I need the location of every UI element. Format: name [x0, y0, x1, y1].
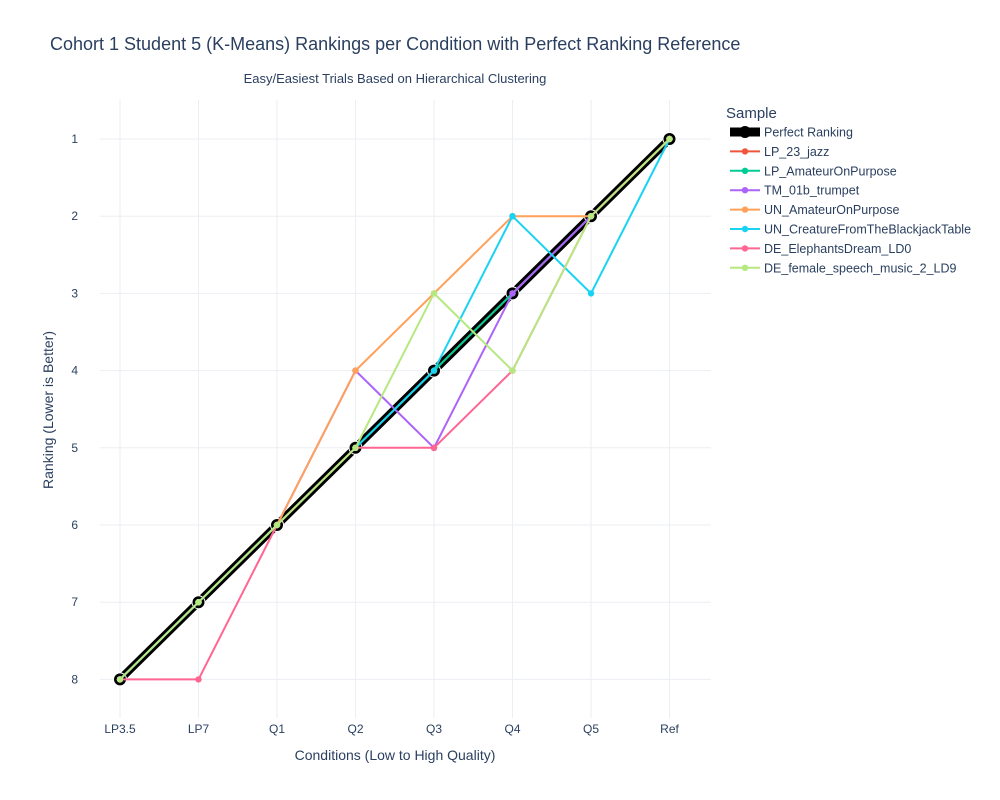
legend-item[interactable]: Perfect Ranking	[730, 126, 853, 140]
series-point[interactable]	[509, 367, 516, 374]
legend-swatch-marker	[741, 167, 749, 174]
legend-item[interactable]: UN_AmateurOnPurpose	[730, 203, 900, 217]
legend-item[interactable]: LP_AmateurOnPurpose	[730, 164, 897, 178]
legend-title: Sample	[726, 105, 777, 122]
legend-item[interactable]: DE_female_speech_music_2_LD9	[730, 261, 957, 275]
y-tick-label: 8	[71, 672, 78, 686]
series-point[interactable]	[666, 135, 673, 143]
series-point[interactable]	[587, 213, 595, 220]
series-line	[119, 138, 671, 681]
x-tick-label: LP7	[188, 722, 210, 736]
series-point[interactable]	[430, 290, 438, 297]
y-tick-label: 7	[71, 595, 78, 609]
legend-swatch-marker	[741, 225, 749, 233]
y-tick-label: 2	[71, 209, 78, 223]
legend-label: UN_CreatureFromTheBlackjackTable	[764, 223, 971, 237]
series-point[interactable]	[116, 676, 124, 683]
legend-swatch-marker	[741, 245, 749, 252]
x-tick-label: Ref	[660, 722, 679, 736]
series-point[interactable]	[509, 290, 516, 297]
series-point[interactable]	[352, 444, 359, 451]
series-point[interactable]	[352, 367, 359, 374]
legend-item[interactable]: LP_23_jazz	[730, 145, 829, 159]
legend-swatch-marker	[741, 187, 749, 194]
series-point[interactable]	[430, 367, 438, 374]
x-tick-label: LP3.5	[104, 722, 136, 736]
legend-label: LP_23_jazz	[764, 145, 829, 159]
legend-swatch-marker	[741, 148, 749, 155]
y-axis-title: Ranking (Lower is Better)	[40, 331, 56, 489]
x-tick-label: Q1	[269, 722, 285, 736]
y-tick-label: 4	[71, 364, 78, 378]
legend-label: DE_female_speech_music_2_LD9	[764, 261, 957, 275]
series-point[interactable]	[195, 676, 202, 683]
series-point[interactable]	[195, 599, 202, 606]
series-point[interactable]	[587, 290, 595, 297]
plot-area[interactable]	[113, 132, 677, 687]
chart-subtitle: Easy/Easiest Trials Based on Hierarchica…	[244, 71, 547, 86]
legend-swatch-marker	[739, 126, 751, 138]
chart-title: Cohort 1 Student 5 (K-Means) Rankings pe…	[50, 34, 740, 54]
legend-label: TM_01b_trumpet	[764, 184, 860, 198]
x-tick-label: Q4	[504, 722, 520, 736]
legend-label: UN_AmateurOnPurpose	[764, 203, 900, 217]
y-tick-label: 5	[71, 441, 78, 455]
legend[interactable]: Sample Perfect Ranking LP_23_jazz LP_Amate…	[726, 105, 971, 275]
y-tick-label: 6	[71, 518, 78, 532]
legend-item[interactable]: TM_01b_trumpet	[730, 184, 860, 198]
x-axis-title: Conditions (Low to High Quality)	[295, 747, 496, 763]
x-tick-label: Q2	[347, 722, 363, 736]
legend-swatch-marker	[741, 206, 749, 213]
y-tick-label: 1	[71, 132, 78, 146]
x-axis: LP3.5 LP7 Q1 Q2 Q3 Q4 Q5 Ref	[104, 722, 679, 736]
series-DE_female_speech_music_2_LD9[interactable]	[116, 135, 673, 683]
legend-item[interactable]: DE_ElephantsDream_LD0	[730, 242, 911, 256]
legend-label: LP_AmateurOnPurpose	[764, 164, 897, 178]
y-tick-label: 3	[71, 286, 78, 300]
legend-label: Perfect Ranking	[764, 126, 853, 140]
legend-item[interactable]: UN_CreatureFromTheBlackjackTable	[730, 223, 971, 237]
legend-swatch-marker	[741, 264, 749, 271]
series-point[interactable]	[273, 521, 281, 529]
series-point[interactable]	[509, 213, 516, 220]
y-axis: 1 2 3 4 5 6 7 8	[71, 132, 78, 686]
series-point[interactable]	[430, 444, 438, 451]
x-tick-label: Q3	[426, 722, 442, 736]
legend-label: DE_ElephantsDream_LD0	[764, 242, 911, 256]
x-tick-label: Q5	[583, 722, 599, 736]
